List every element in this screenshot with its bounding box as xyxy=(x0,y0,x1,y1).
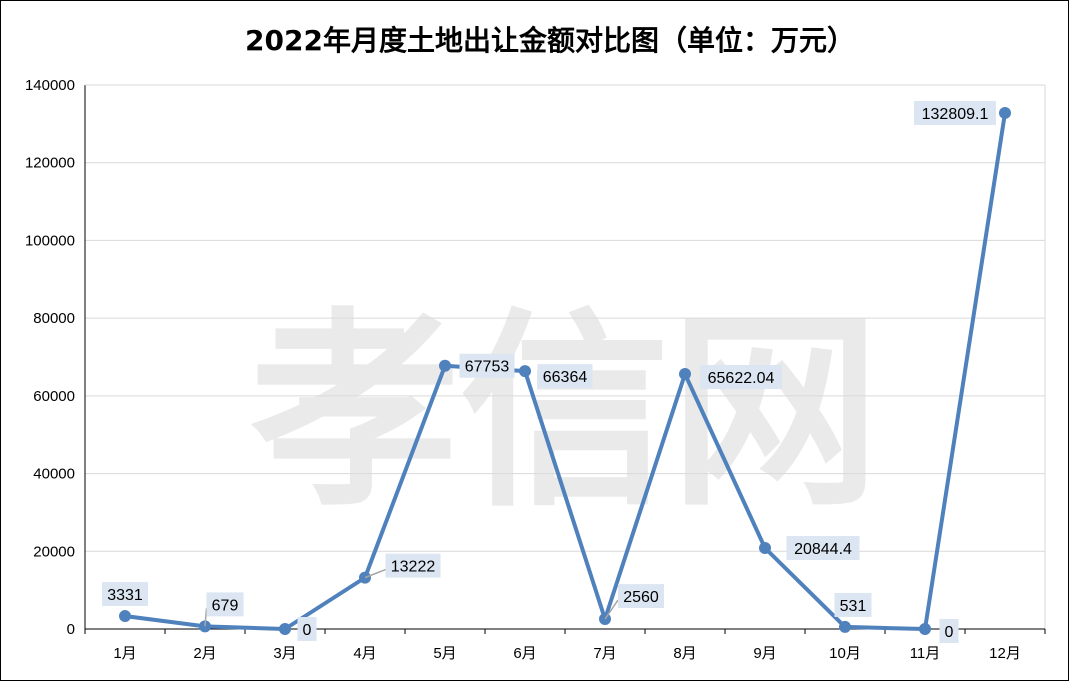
x-tick-label: 5月 xyxy=(433,645,456,662)
data-point xyxy=(519,365,531,378)
data-label-box xyxy=(297,617,317,641)
data-label-box xyxy=(385,553,441,578)
x-tick-label: 11月 xyxy=(910,645,941,662)
x-tick-label: 12月 xyxy=(989,645,1021,662)
data-point xyxy=(279,623,291,635)
data-label-box xyxy=(618,584,664,609)
series-polyline xyxy=(123,110,1007,631)
data-point xyxy=(679,368,691,381)
y-tick-labels: 0 20000 40000 60000 80000 100000 120000 140000 xyxy=(25,77,75,638)
x-tick-label: 9月 xyxy=(753,645,776,662)
y-tick-label: 120000 xyxy=(25,155,75,172)
y-tick-label: 80000 xyxy=(33,310,75,327)
x-tick-label: 1月 xyxy=(113,645,136,662)
data-label-box xyxy=(834,592,872,617)
data-label-box xyxy=(914,100,996,125)
data-label: 3331 xyxy=(107,587,143,604)
series-line xyxy=(119,106,1011,635)
data-label-box xyxy=(537,364,593,389)
chart-title: 2022年月度土地出让金额对比图（单位：万元） xyxy=(245,24,855,57)
y-tick-label: 100000 xyxy=(25,232,75,249)
data-label: 531 xyxy=(840,598,867,615)
data-label-box xyxy=(939,619,959,643)
data-point xyxy=(119,610,131,623)
data-point xyxy=(759,542,771,555)
x-tick-label: 6月 xyxy=(513,645,536,662)
y-tick-label: 60000 xyxy=(33,388,75,405)
x-tick-labels: 1月 2月 3月 4月 5月 6月 7月 8月 9月 10月 11月 12月 xyxy=(113,645,1021,662)
data-label: 132809.1 xyxy=(922,106,989,123)
x-tick-label: 4月 xyxy=(353,645,376,662)
x-tick-label: 10月 xyxy=(829,645,861,662)
data-label: 13222 xyxy=(391,559,436,576)
data-label-box xyxy=(700,365,782,390)
data-label: 2560 xyxy=(623,589,659,606)
data-label-box xyxy=(459,353,515,378)
data-label-leader xyxy=(604,599,619,620)
data-label-box xyxy=(206,592,244,617)
data-label: 66364 xyxy=(543,369,588,386)
x-tick-label: 3月 xyxy=(273,645,296,662)
data-label-box xyxy=(786,536,860,561)
data-point xyxy=(439,359,451,372)
y-tick-label: 40000 xyxy=(33,466,75,483)
data-label-leader xyxy=(364,568,386,579)
x-tick-label: 7月 xyxy=(593,645,616,662)
data-label: 67753 xyxy=(465,359,510,376)
data-label: 679 xyxy=(212,597,239,614)
x-tick-label: 8月 xyxy=(673,645,696,662)
data-point xyxy=(919,623,931,635)
y-tick-label: 20000 xyxy=(33,543,75,560)
data-label: 65622.04 xyxy=(708,370,775,387)
data-label: 0 xyxy=(945,624,954,641)
data-labels: 3331 679 0 13222 67753 66364 2560 65622.04 20844… xyxy=(102,100,996,643)
data-label-leader xyxy=(204,608,208,627)
data-label: 0 xyxy=(303,622,312,639)
data-point xyxy=(839,620,851,633)
data-point xyxy=(999,106,1011,119)
y-tick-label: 0 xyxy=(67,621,75,638)
y-tick-label: 140000 xyxy=(25,77,75,94)
data-label: 20844.4 xyxy=(794,541,852,558)
data-label-box xyxy=(102,582,148,607)
x-tick-label: 2月 xyxy=(193,645,216,662)
